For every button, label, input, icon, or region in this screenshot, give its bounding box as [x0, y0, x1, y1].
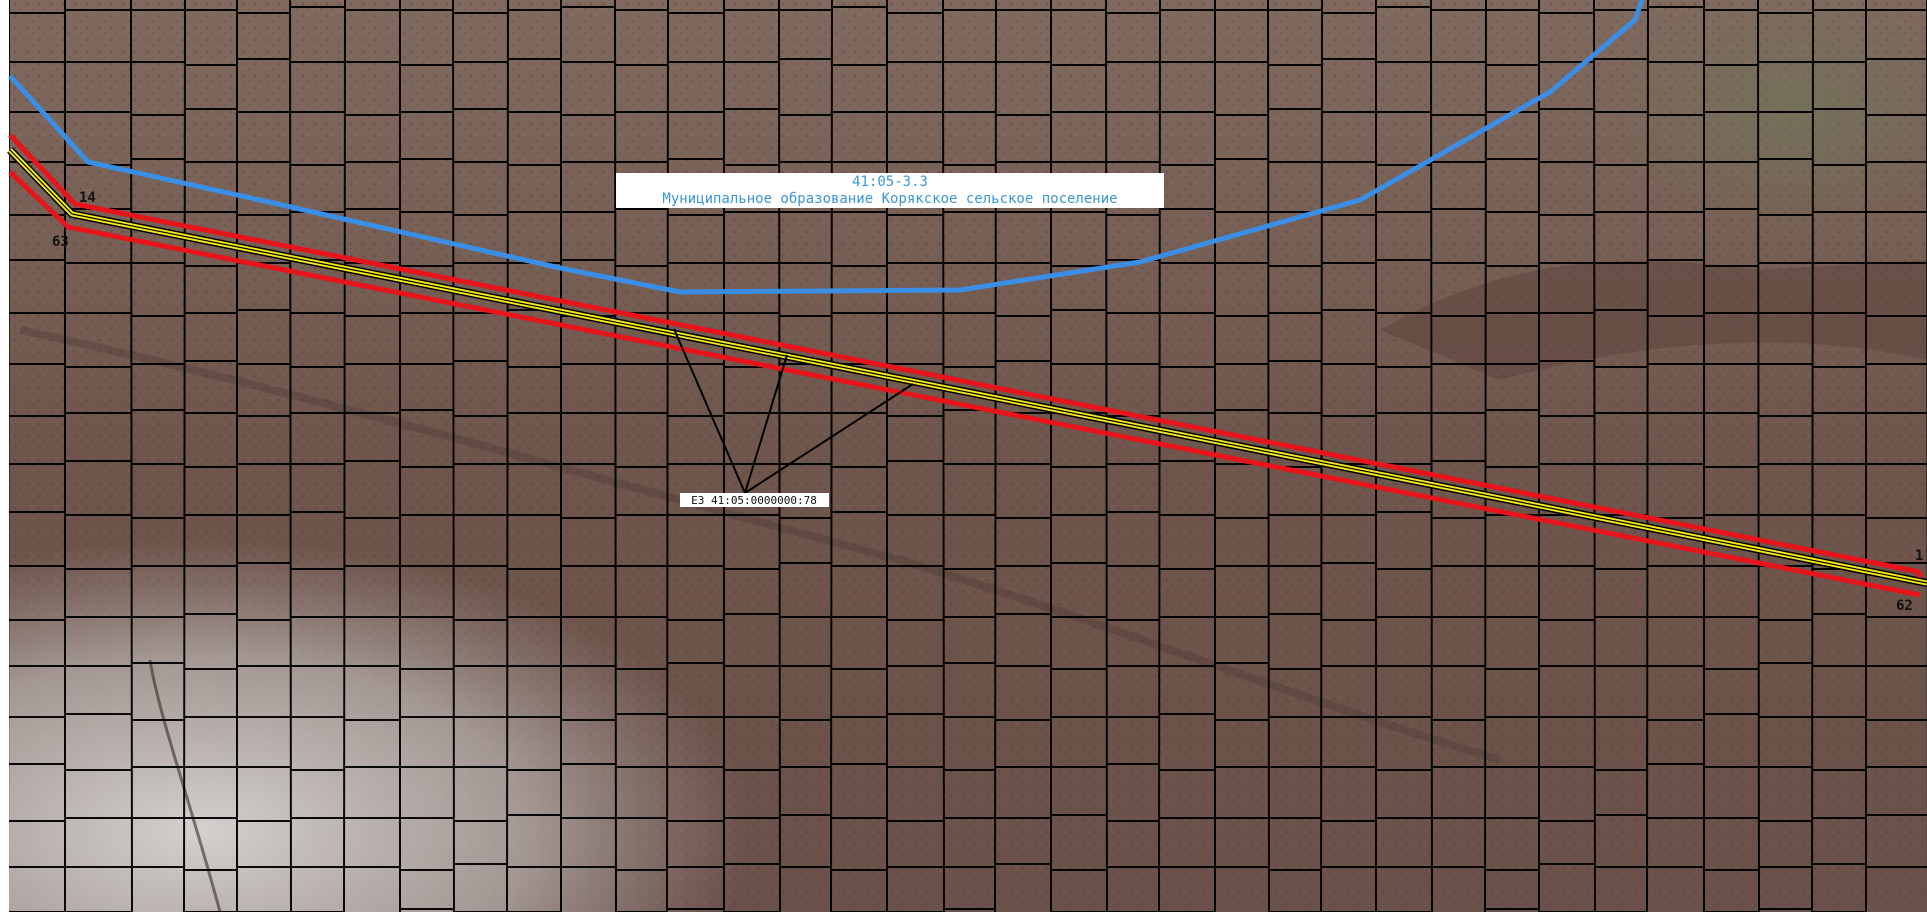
grid-line-vertical: [1811, 0, 1814, 912]
zone-code-label: 41:05-3.3: [852, 174, 928, 190]
zone-label-background: [616, 173, 1164, 208]
grid-line-vertical: [830, 0, 833, 912]
parcel-label-text: ЕЗ 41:05:0000000:78: [691, 494, 817, 507]
map-grid: [7, 0, 1927, 912]
point-label-62: 62: [1896, 598, 1913, 614]
grid-line-vertical: [994, 0, 997, 912]
grid-line-vertical: [778, 0, 781, 912]
map-left-margin: [0, 0, 9, 912]
zone-name-label: Муниципальное образование Корякское сель…: [662, 191, 1117, 207]
grid-line-vertical: [1430, 0, 1433, 912]
grid-line-vertical: [289, 0, 292, 912]
point-label-1: 1: [1915, 548, 1923, 564]
easement-corridor[interactable]: [7, 133, 1927, 598]
grid-line-vertical: [1757, 0, 1760, 912]
grid-line-vertical: [666, 0, 669, 912]
grid-line-vertical: [130, 0, 133, 912]
grid-line-vertical: [343, 0, 346, 912]
corridor-outer-north: [8, 133, 1921, 575]
grid-line-vertical: [1158, 0, 1161, 912]
grid-line-vertical: [506, 0, 509, 912]
zone-label[interactable]: 41:05-3.3 Муниципальное образование Коря…: [616, 173, 1164, 208]
grid-line-vertical: [1646, 0, 1649, 912]
grid-line-vertical: [614, 0, 617, 912]
point-label-63: 63: [52, 234, 69, 250]
grid-line-vertical: [1593, 0, 1596, 912]
grid-line-vertical: [1484, 0, 1487, 912]
grid-line-vertical: [1105, 0, 1108, 912]
grid-line-vertical: [942, 0, 945, 912]
point-marker-1[interactable]: [1917, 572, 1923, 578]
corridor-centerline-core: [9, 149, 1927, 584]
zone-boundary-line[interactable]: [8, 0, 1645, 295]
parcel-leader-lines: [673, 328, 914, 494]
parcel-label[interactable]: ЕЗ 41:05:0000000:78: [680, 493, 829, 507]
grid-line-vertical: [183, 0, 186, 912]
grid-line-vertical: [1320, 0, 1323, 912]
corridor-outer-south: [8, 170, 1921, 598]
parcel-label-background: [680, 493, 829, 507]
grid-line-vertical: [452, 0, 455, 912]
point-label-14: 14: [79, 190, 96, 206]
